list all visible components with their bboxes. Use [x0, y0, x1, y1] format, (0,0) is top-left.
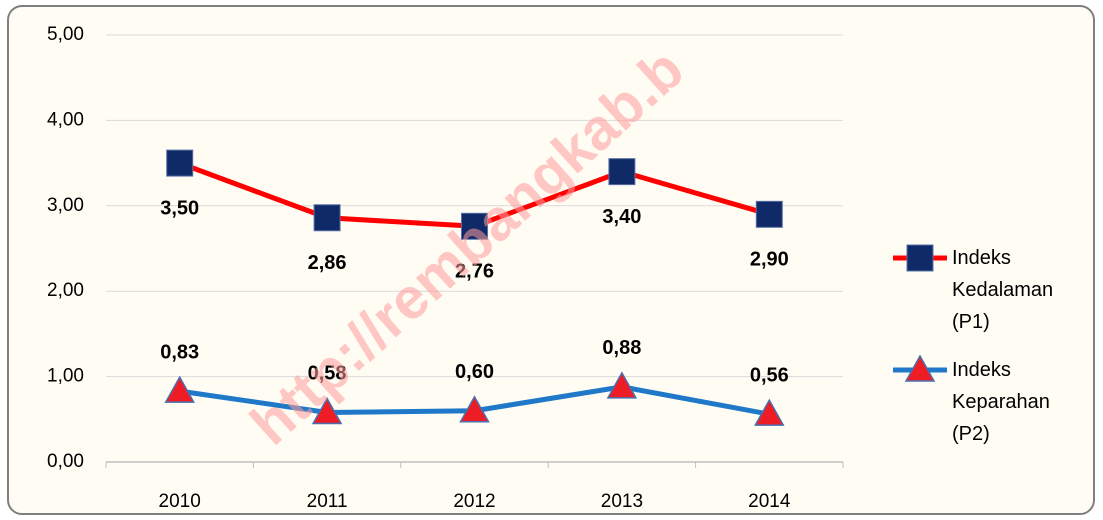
x-tick-label: 2013 [601, 491, 643, 512]
marker [461, 212, 488, 240]
marker [164, 375, 195, 403]
marker [166, 149, 194, 177]
y-tick-label: 4,00 [47, 109, 84, 130]
marker [313, 204, 341, 232]
marker [906, 244, 934, 272]
data-label: 0,60 [455, 361, 494, 383]
x-tick-label: 2011 [307, 491, 348, 512]
y-tick-label: 3,00 [47, 195, 84, 216]
legend-label: Indeks Kedalaman (P1) [952, 247, 1054, 333]
data-label: 3,50 [160, 197, 199, 219]
x-tick-label: 2010 [159, 491, 201, 512]
marker [459, 395, 490, 423]
x-tick-label: 2014 [748, 491, 791, 512]
data-label: 0,88 [602, 337, 641, 359]
data-label: 0,58 [308, 363, 347, 385]
marker [311, 396, 343, 425]
data-label: 0,56 [750, 364, 789, 386]
marker [904, 354, 936, 382]
marker [608, 158, 636, 186]
x-tick-label: 2012 [453, 491, 495, 512]
data-label: 0,83 [160, 341, 199, 363]
marker [755, 200, 783, 228]
y-tick-label: 1,00 [47, 366, 84, 387]
legend-label: Indeks Keparahan (P2) [952, 359, 1050, 445]
data-label: 2,76 [455, 261, 494, 283]
y-tick-label: 2,00 [47, 280, 84, 301]
marker [606, 371, 638, 399]
marker [754, 398, 785, 426]
y-tick-label: 0,00 [47, 451, 84, 472]
y-tick-label: 5,00 [47, 24, 84, 45]
chart-frame [7, 5, 1095, 515]
data-label: 3,40 [602, 206, 641, 228]
data-label: 2,86 [308, 252, 347, 274]
data-label: 2,90 [750, 249, 789, 271]
